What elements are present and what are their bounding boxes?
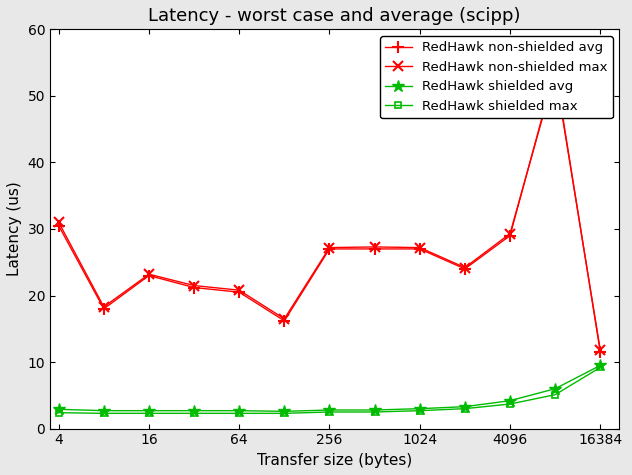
RedHawk non-shielded avg [597,349,604,355]
RedHawk non-shielded avg [55,223,63,228]
RedHawk non-shielded max [597,347,604,353]
RedHawk shielded avg [190,408,198,414]
RedHawk shielded max [551,392,559,398]
RedHawk shielded avg [100,408,107,414]
RedHawk shielded max [371,409,379,415]
RedHawk non-shielded max [506,231,514,237]
RedHawk shielded avg [506,398,514,404]
RedHawk shielded avg [461,404,469,409]
RedHawk non-shielded avg [551,66,559,72]
RedHawk shielded avg [55,407,63,412]
RedHawk non-shielded avg [506,233,514,238]
RedHawk non-shielded max [461,265,469,270]
RedHawk non-shielded max [55,219,63,225]
RedHawk non-shielded max [371,244,379,250]
RedHawk shielded max [597,364,604,370]
RedHawk non-shielded avg [325,246,333,252]
RedHawk shielded avg [597,362,604,368]
RedHawk non-shielded avg [416,246,423,252]
RedHawk non-shielded max [190,283,198,288]
RedHawk shielded max [145,410,153,416]
RedHawk shielded max [236,410,243,416]
RedHawk shielded max [190,410,198,416]
Line: RedHawk non-shielded max: RedHawk non-shielded max [54,67,605,355]
RedHawk non-shielded max [325,245,333,250]
RedHawk non-shielded avg [371,246,379,252]
RedHawk shielded max [461,406,469,411]
Y-axis label: Latency (us): Latency (us) [7,181,22,276]
RedHawk non-shielded avg [145,273,153,278]
RedHawk non-shielded avg [236,289,243,295]
RedHawk non-shielded max [551,70,559,76]
RedHawk shielded avg [236,408,243,414]
Legend: RedHawk non-shielded avg, RedHawk non-shielded max, RedHawk shielded avg, RedHaw: RedHawk non-shielded avg, RedHawk non-sh… [380,36,613,118]
RedHawk non-shielded max [416,245,423,250]
RedHawk non-shielded max [100,304,107,310]
RedHawk shielded avg [371,407,379,413]
RedHawk non-shielded avg [281,318,288,323]
Line: RedHawk shielded avg: RedHawk shielded avg [52,359,607,418]
RedHawk shielded max [100,410,107,416]
RedHawk non-shielded max [236,287,243,293]
Title: Latency - worst case and average (scipp): Latency - worst case and average (scipp) [149,7,521,25]
RedHawk shielded max [281,410,288,416]
RedHawk shielded max [325,409,333,415]
RedHawk non-shielded avg [100,306,107,312]
RedHawk non-shielded max [145,271,153,277]
Line: RedHawk shielded max: RedHawk shielded max [55,364,604,417]
RedHawk non-shielded max [281,316,288,322]
X-axis label: Transfer size (bytes): Transfer size (bytes) [257,453,412,468]
RedHawk shielded avg [325,407,333,413]
RedHawk shielded avg [416,406,423,411]
RedHawk shielded max [55,410,63,416]
RedHawk shielded max [506,401,514,407]
RedHawk non-shielded avg [461,266,469,272]
RedHawk shielded max [416,408,423,414]
Line: RedHawk non-shielded avg: RedHawk non-shielded avg [53,64,606,358]
RedHawk non-shielded avg [190,285,198,290]
RedHawk shielded avg [551,386,559,391]
RedHawk shielded avg [281,408,288,414]
RedHawk shielded avg [145,408,153,414]
